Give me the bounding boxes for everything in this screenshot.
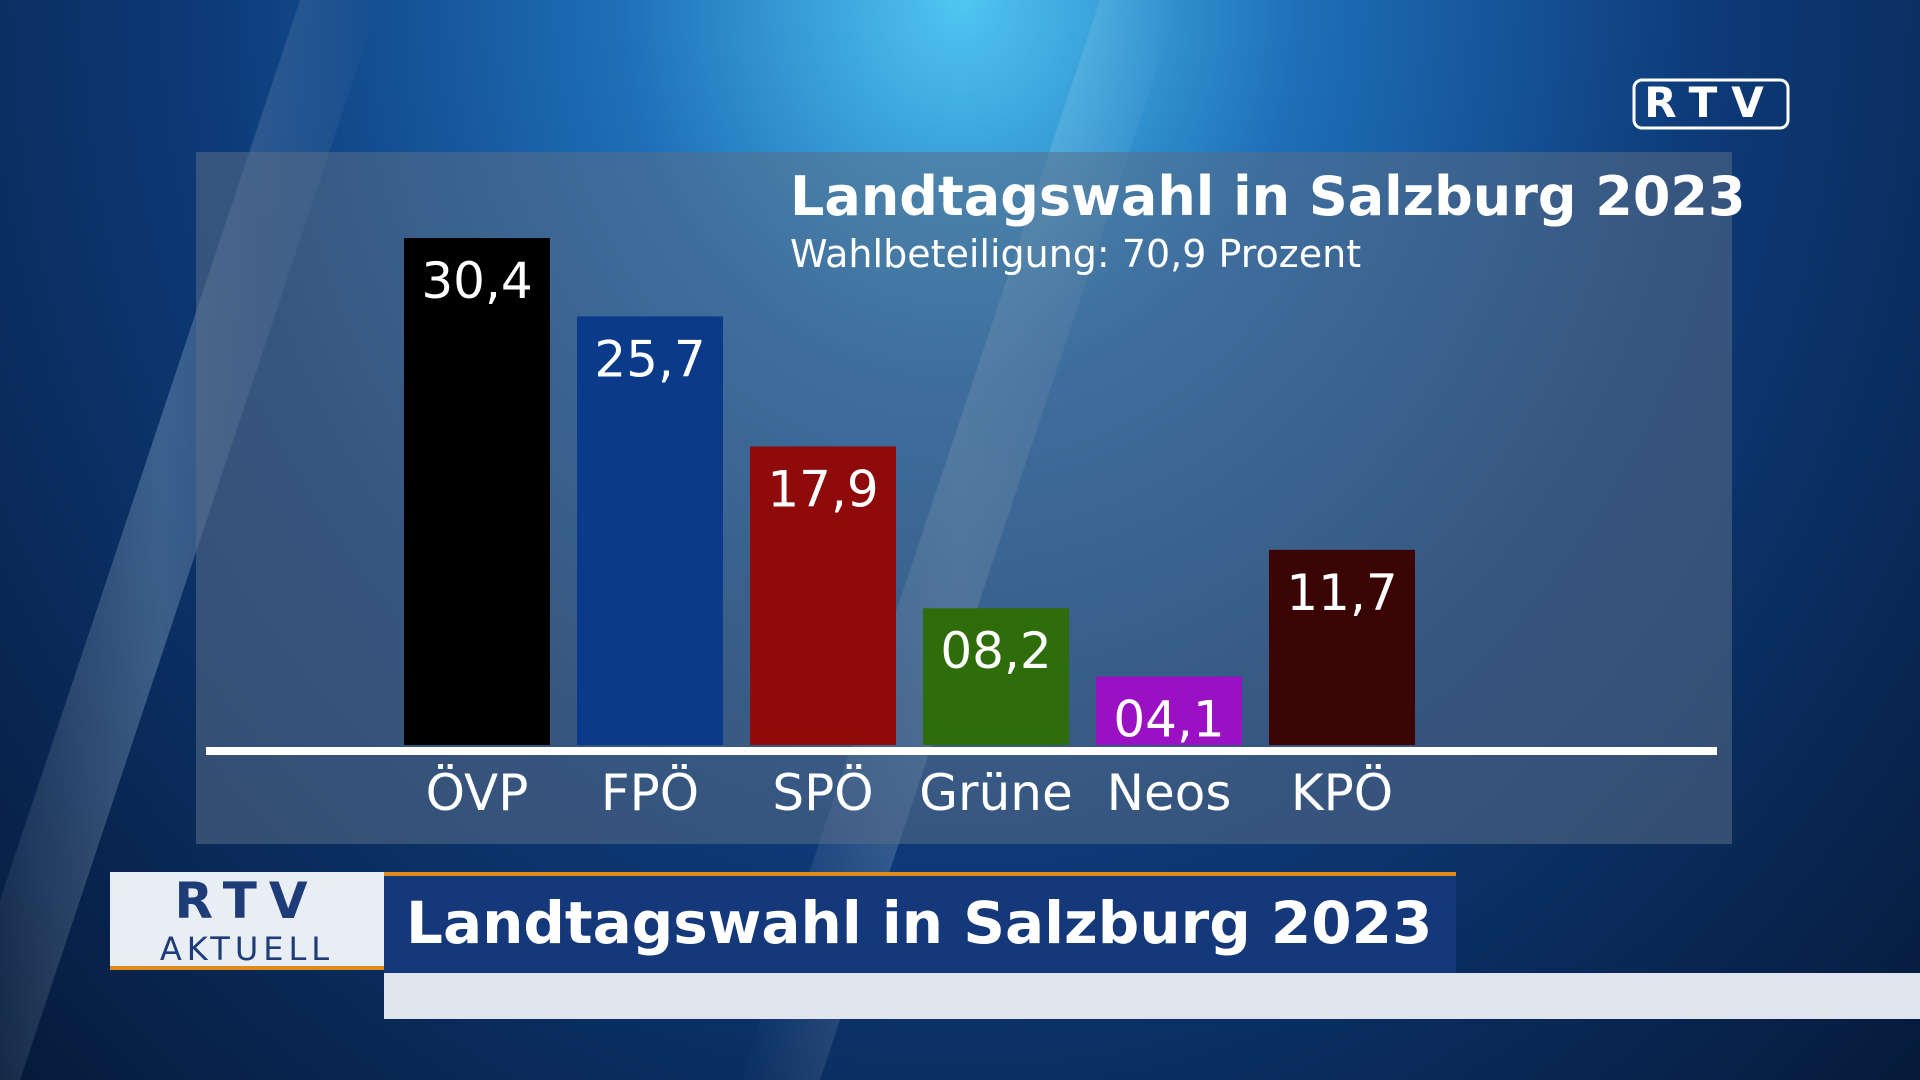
logo-frame <box>1632 78 1790 130</box>
bars: 30,4 ÖVP 25,7 FPÖ 17,9 SPÖ 08,2 Grüne 04,1 Neos 11… <box>404 238 1415 822</box>
value-label: 11,7 <box>1286 564 1397 622</box>
category-label: Neos <box>1107 764 1232 822</box>
top-logo: RTV <box>1632 78 1790 130</box>
chart-title: Landtagswahl in Salzburg 2023 <box>790 165 1746 228</box>
value-label: 25,7 <box>594 330 705 388</box>
bar <box>1269 549 1415 745</box>
value-label: 17,9 <box>767 460 878 518</box>
bar <box>750 446 896 745</box>
lower-third: RTV AKTUELL Landtagswahl in Salzburg 202… <box>110 872 1920 1019</box>
category-label: SPÖ <box>772 764 873 822</box>
bar <box>923 608 1069 745</box>
category-label: KPÖ <box>1291 764 1393 822</box>
brand-logo: RTV <box>174 872 319 930</box>
brand-underline <box>110 966 384 970</box>
value-label: 30,4 <box>421 252 532 310</box>
chart-subtitle: Wahlbeteiligung: 70,9 Prozent <box>790 232 1361 276</box>
bar <box>404 238 550 745</box>
value-label: 04,1 <box>1113 691 1224 749</box>
category-label: Grüne <box>919 764 1072 822</box>
headline-box <box>384 872 1456 973</box>
bar <box>1096 676 1242 745</box>
bar <box>577 316 723 745</box>
brand-box <box>110 872 384 970</box>
logo-text: RTV <box>1644 78 1778 127</box>
ticker-bar <box>384 973 1920 1019</box>
brand-sub: AKTUELL <box>160 930 334 968</box>
value-label: 08,2 <box>940 622 1051 680</box>
headline: Landtagswahl in Salzburg 2023 <box>406 889 1432 957</box>
baseline <box>206 747 1717 755</box>
category-label: ÖVP <box>426 764 529 822</box>
category-label: FPÖ <box>601 764 699 822</box>
headline-border <box>384 872 1456 876</box>
